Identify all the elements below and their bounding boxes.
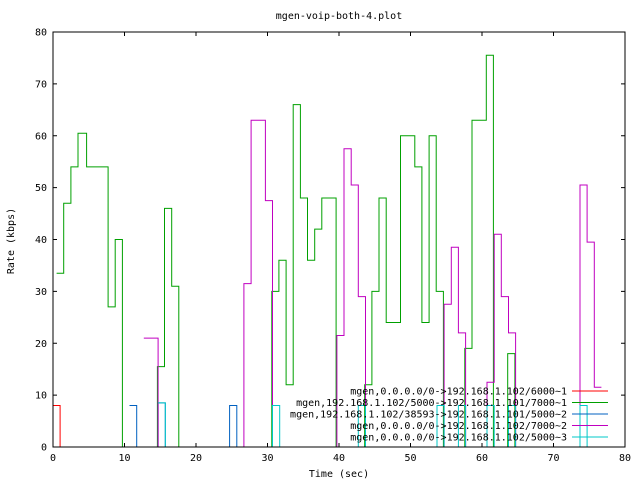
x-tick-label: 0 <box>50 453 56 464</box>
y-tick-label: 80 <box>35 28 47 39</box>
x-tick-label: 10 <box>118 453 130 464</box>
y-tick-label: 40 <box>35 235 47 246</box>
legend-label-5: mgen,0.0.0.0/0->192.168.1.102/5000~3 <box>350 433 567 444</box>
y-tick-label: 70 <box>35 79 47 90</box>
series-line-2 <box>56 54 516 448</box>
x-tick-label: 80 <box>619 453 631 464</box>
legend-label-4: mgen,0.0.0.0/0->192.168.1.102/7000~2 <box>350 421 567 432</box>
x-tick-label: 70 <box>547 453 559 464</box>
y-tick-label: 30 <box>35 287 47 298</box>
y-tick-label: 20 <box>35 339 47 350</box>
legend-label-3: mgen,192.168.1.102/38593->192.168.1.101/… <box>290 410 567 421</box>
y-tick-label: 0 <box>41 443 47 454</box>
axis-layer: 0 10 20 30 40 50 60 70 80 0 10 20 30 40 50 60 70 80 <box>35 28 631 465</box>
plot-frame <box>52 31 626 448</box>
x-tick-label: 60 <box>476 453 488 464</box>
y-axis-label: Rate (kbps) <box>6 208 17 274</box>
y-tick-label: 50 <box>35 183 47 194</box>
legend: mgen,0.0.0.0/0->192.168.1.102/6000~1mgen… <box>290 387 608 444</box>
series-line-3 <box>129 402 259 448</box>
legend-label-2: mgen,192.168.1.102/5000->192.168.1.101/7… <box>296 398 567 409</box>
x-axis-label: Time (sec) <box>309 469 369 480</box>
legend-label-1: mgen,0.0.0.0/0->192.168.1.102/6000~1 <box>350 387 567 398</box>
x-tick-label: 40 <box>333 453 345 464</box>
y-tick-label: 60 <box>35 131 47 142</box>
series-line-1 <box>53 405 61 447</box>
x-tick-label: 50 <box>404 453 416 464</box>
y-tick-label: 10 <box>35 391 47 402</box>
chart-title: mgen-voip-both-4.plot <box>276 11 402 22</box>
series-line-4 <box>143 119 602 448</box>
x-tick-label: 30 <box>261 453 273 464</box>
x-tick-label: 20 <box>190 453 202 464</box>
